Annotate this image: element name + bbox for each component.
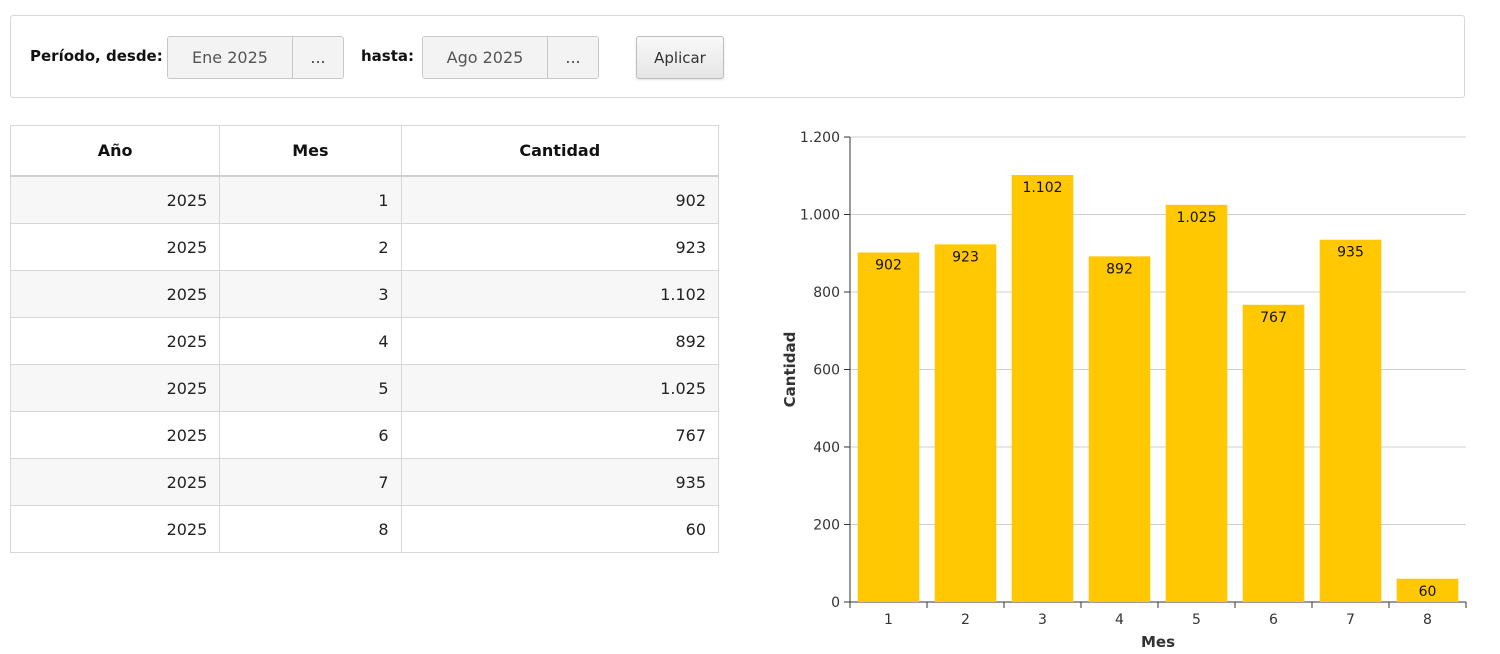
cell-year: 2025 — [9, 270, 221, 318]
y-axis-title: Cantidad — [781, 332, 799, 408]
cell-year: 2025 — [9, 223, 221, 271]
to-label: hasta: — [361, 47, 415, 65]
bar[interactable] — [1242, 304, 1305, 602]
cell-month: 5 — [219, 364, 402, 412]
cell-year: 2025 — [9, 175, 221, 224]
table-row[interactable]: 2025 3 1.102 — [9, 270, 720, 318]
column-header-month[interactable]: Mes — [219, 125, 402, 177]
table-row[interactable]: 2025 2 923 — [9, 223, 720, 271]
x-tick-label: 1 — [884, 612, 893, 628]
y-tick-label: 800 — [813, 285, 840, 301]
table-row[interactable]: 2025 1 902 — [9, 175, 720, 224]
bar[interactable] — [1165, 204, 1228, 602]
bar-value-label: 1.102 — [1022, 180, 1062, 196]
cell-month: 8 — [219, 505, 402, 553]
bar[interactable] — [1088, 256, 1151, 602]
bar-value-label: 935 — [1337, 245, 1364, 261]
to-date-picker: Ago 2025 ... — [422, 36, 599, 79]
table-row[interactable]: 2025 4 892 — [9, 317, 720, 365]
x-tick-label: 3 — [1038, 612, 1047, 628]
table-row[interactable]: 2025 8 60 — [9, 505, 720, 553]
cell-quantity: 767 — [400, 411, 720, 459]
y-tick-label: 1.000 — [800, 208, 840, 224]
cell-month: 3 — [219, 270, 402, 318]
cell-year: 2025 — [9, 364, 221, 412]
cell-quantity: 892 — [400, 317, 720, 365]
cell-month: 2 — [219, 223, 402, 271]
bar-value-label: 902 — [875, 257, 902, 273]
table-row[interactable]: 2025 5 1.025 — [9, 364, 720, 412]
x-tick-label: 4 — [1115, 612, 1124, 628]
bar-chart: 0 200 400 600 800 1.000 1.200 902 1 923 2 1.102 3 892… — [781, 130, 1467, 651]
apply-button[interactable]: Aplicar — [636, 36, 724, 79]
column-header-year[interactable]: Año — [9, 125, 221, 177]
x-tick-label: 2 — [961, 612, 970, 628]
bar[interactable] — [1011, 174, 1074, 602]
cell-quantity: 902 — [400, 175, 720, 224]
cell-year: 2025 — [9, 317, 221, 365]
bar-value-label: 892 — [1106, 261, 1133, 277]
cell-quantity: 1.025 — [400, 364, 720, 412]
cell-month: 7 — [219, 458, 402, 506]
cell-month: 6 — [219, 411, 402, 459]
from-label: Período, desde: — [30, 47, 163, 65]
cell-year: 2025 — [9, 505, 221, 553]
table-row[interactable]: 2025 7 935 — [9, 458, 720, 506]
x-tick-label: 5 — [1192, 612, 1201, 628]
column-header-quantity[interactable]: Cantidad — [400, 125, 720, 177]
x-tick-label: 8 — [1423, 612, 1432, 628]
cell-year: 2025 — [9, 411, 221, 459]
table-header-row: Año Mes Cantidad — [9, 125, 720, 177]
bar-value-label: 767 — [1260, 310, 1287, 326]
bar-value-label: 1.025 — [1176, 210, 1216, 226]
y-tick-label: 1.200 — [800, 130, 840, 146]
bar[interactable] — [1396, 578, 1459, 602]
from-date-input[interactable]: Ene 2025 — [168, 37, 293, 78]
y-tick-label: 200 — [813, 518, 840, 534]
to-date-input[interactable]: Ago 2025 — [423, 37, 548, 78]
bar[interactable] — [857, 252, 920, 602]
cell-month: 4 — [219, 317, 402, 365]
cell-quantity: 923 — [400, 223, 720, 271]
table-row[interactable]: 2025 6 767 — [9, 411, 720, 459]
cell-quantity: 935 — [400, 458, 720, 506]
cell-quantity: 1.102 — [400, 270, 720, 318]
period-filter-panel: Período, desde: Ene 2025 ... hasta: Ago … — [10, 15, 1465, 98]
to-date-picker-button[interactable]: ... — [548, 37, 598, 78]
bar[interactable] — [934, 244, 997, 602]
from-date-picker-button[interactable]: ... — [293, 37, 343, 78]
from-date-picker: Ene 2025 ... — [167, 36, 344, 79]
x-tick-label: 6 — [1269, 612, 1278, 628]
bar-value-label: 60 — [1419, 584, 1437, 600]
bar[interactable] — [1319, 239, 1382, 602]
cell-quantity: 60 — [400, 505, 720, 553]
cell-year: 2025 — [9, 458, 221, 506]
x-axis-title: Mes — [1141, 633, 1175, 651]
bar-value-label: 923 — [952, 249, 979, 265]
y-tick-label: 0 — [831, 595, 840, 611]
y-tick-label: 400 — [813, 440, 840, 456]
cell-month: 1 — [219, 175, 402, 224]
data-table: Año Mes Cantidad 2025 1 902 2025 2 923 2025 3… — [9, 125, 720, 553]
x-tick-label: 7 — [1346, 612, 1355, 628]
y-tick-label: 600 — [813, 363, 840, 379]
